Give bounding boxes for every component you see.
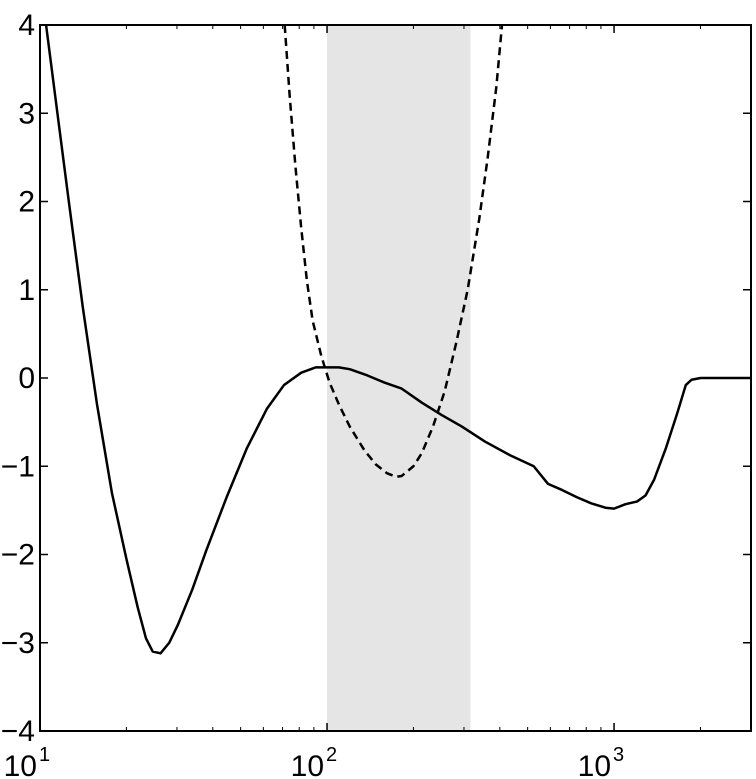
y-tick-label: −4 xyxy=(1,715,35,748)
y-tick-label: 2 xyxy=(18,186,35,219)
svg-text:2: 2 xyxy=(326,744,337,766)
y-tick-label: −3 xyxy=(1,627,35,660)
x-tick-label: 10 1 xyxy=(4,744,51,779)
tick-layer xyxy=(39,24,752,732)
x-tick-label: 10 2 xyxy=(291,744,338,779)
shaded-band xyxy=(327,25,471,731)
series-layer xyxy=(44,25,751,655)
shaded-band-layer xyxy=(327,25,471,731)
dashed-series-line xyxy=(283,25,504,479)
svg-text:10: 10 xyxy=(578,750,611,779)
y-tick-label: −1 xyxy=(1,450,35,483)
svg-text:10: 10 xyxy=(4,750,37,779)
y-tick-label: 1 xyxy=(18,274,35,307)
y-tick-label: 0 xyxy=(18,362,35,395)
svg-text:3: 3 xyxy=(613,744,624,766)
x-tick-label: 10 3 xyxy=(578,744,625,779)
solid-series-line xyxy=(44,25,751,655)
svg-text:10: 10 xyxy=(291,750,324,779)
svg-text:1: 1 xyxy=(39,744,50,766)
y-tick-label: 4 xyxy=(18,9,35,42)
y-tick-label: −2 xyxy=(1,539,35,572)
y-tick-label: 3 xyxy=(18,97,35,130)
